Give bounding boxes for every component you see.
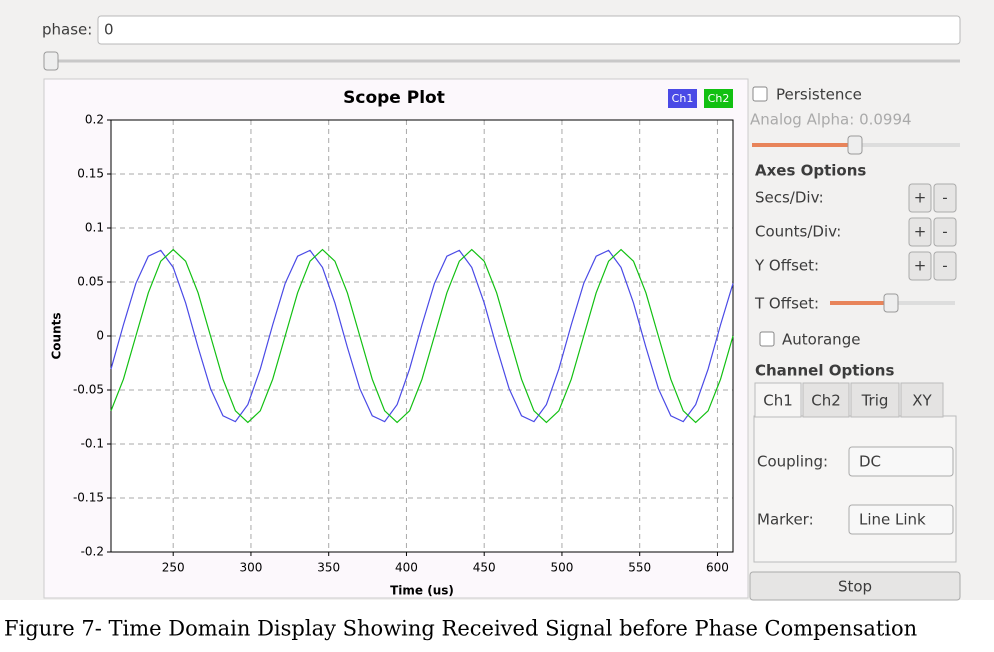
tab[interactable] bbox=[754, 382, 802, 418]
x-tick-label: 600 bbox=[706, 561, 729, 575]
secs-div-label: Secs/Div: bbox=[755, 189, 824, 207]
plus-label: + bbox=[914, 257, 927, 275]
phase-slider-handle[interactable] bbox=[43, 51, 59, 71]
caption: Figure 7- Time Domain Display Showing Re… bbox=[4, 617, 917, 641]
y-tick-label: 0.1 bbox=[85, 221, 104, 235]
channel-options-header: Channel Options bbox=[755, 362, 894, 380]
tab[interactable] bbox=[802, 382, 850, 418]
x-tick-label: 250 bbox=[162, 561, 185, 575]
x-axis-label: Time (us) bbox=[390, 584, 454, 598]
plus-minus-buttons: + -+ -+ - bbox=[908, 183, 957, 281]
legend-swatch bbox=[704, 89, 733, 108]
minus-button[interactable] bbox=[933, 251, 957, 281]
phase-label: phase: bbox=[42, 21, 92, 39]
alpha-handle[interactable] bbox=[847, 135, 863, 155]
series-line bbox=[110, 248, 734, 424]
autorange-checkbox[interactable] bbox=[759, 331, 775, 347]
coupling-combo[interactable] bbox=[848, 446, 954, 477]
t-offset-label: T Offset: bbox=[754, 295, 819, 313]
tab-label: Ch2 bbox=[811, 392, 841, 410]
marker-label: Marker: bbox=[757, 511, 814, 529]
y-offset-label: Y Offset: bbox=[754, 257, 819, 275]
legend-label: Ch2 bbox=[708, 92, 730, 105]
axes-options-header: Axes Options bbox=[755, 162, 866, 180]
chart-title: Scope Plot bbox=[343, 88, 445, 108]
tab[interactable] bbox=[900, 382, 944, 418]
plus-label: + bbox=[914, 223, 927, 241]
plus-label: + bbox=[914, 189, 927, 207]
stop-label: Stop bbox=[838, 578, 872, 596]
tabs: Ch1 Ch2 Trig XY bbox=[754, 382, 944, 418]
phase-value: 0 bbox=[104, 21, 114, 39]
x-tick-label: 500 bbox=[550, 561, 573, 575]
plus-button[interactable] bbox=[908, 183, 932, 213]
analog-alpha-label: Analog Alpha: 0.0994 bbox=[750, 111, 912, 129]
y-tick-label: 0.15 bbox=[77, 167, 104, 181]
persistence-checkbox[interactable] bbox=[752, 86, 768, 102]
legend-swatch bbox=[668, 89, 697, 108]
counts-div-label: Counts/Div: bbox=[755, 223, 841, 241]
tab-label: Trig bbox=[861, 392, 889, 410]
y-tick-label: -0.15 bbox=[73, 491, 104, 505]
y-axis-label: Counts bbox=[50, 312, 64, 359]
marker-combo[interactable] bbox=[848, 504, 954, 535]
legend-label: Ch1 bbox=[672, 92, 694, 105]
plus-button[interactable] bbox=[908, 217, 932, 247]
coupling-label: Coupling: bbox=[757, 453, 828, 471]
tab-label: XY bbox=[912, 392, 932, 410]
x-tick-label: 350 bbox=[317, 561, 340, 575]
minus-label: - bbox=[942, 223, 947, 241]
coupling-value: DC bbox=[859, 453, 881, 471]
tab-body bbox=[753, 415, 957, 563]
plot: Scope Plot Time (us) Counts 0.2 0.15 0.1 0.… bbox=[50, 88, 734, 598]
x-tick-label: 550 bbox=[628, 561, 651, 575]
t-offset-handle[interactable] bbox=[883, 293, 899, 313]
y-tick-label: 0 bbox=[96, 329, 104, 343]
persistence-label: Persistence bbox=[776, 86, 862, 104]
stop-button[interactable] bbox=[749, 571, 961, 601]
y-tick-label: -0.1 bbox=[81, 437, 104, 451]
tab-label: Ch1 bbox=[763, 392, 793, 410]
y-tick-label: 0.05 bbox=[77, 275, 104, 289]
tab[interactable] bbox=[850, 382, 900, 418]
x-tick-label: 450 bbox=[473, 561, 496, 575]
series-line bbox=[110, 249, 734, 423]
y-tick-label: -0.05 bbox=[73, 383, 104, 397]
minus-button[interactable] bbox=[933, 183, 957, 213]
x-tick-label: 300 bbox=[239, 561, 262, 575]
phase-input[interactable] bbox=[97, 15, 961, 45]
y-tick-label: -0.2 bbox=[81, 545, 104, 559]
control-panel: Persistence Analog Alpha: 0.0994 Axes Op… bbox=[749, 86, 961, 601]
minus-button[interactable] bbox=[933, 217, 957, 247]
autorange-label: Autorange bbox=[782, 331, 860, 349]
minus-label: - bbox=[942, 189, 947, 207]
minus-label: - bbox=[942, 257, 947, 275]
plus-button[interactable] bbox=[908, 251, 932, 281]
y-tick-label: 0.2 bbox=[85, 113, 104, 127]
x-tick-label: 400 bbox=[395, 561, 418, 575]
marker-value: Line Link bbox=[859, 511, 926, 529]
